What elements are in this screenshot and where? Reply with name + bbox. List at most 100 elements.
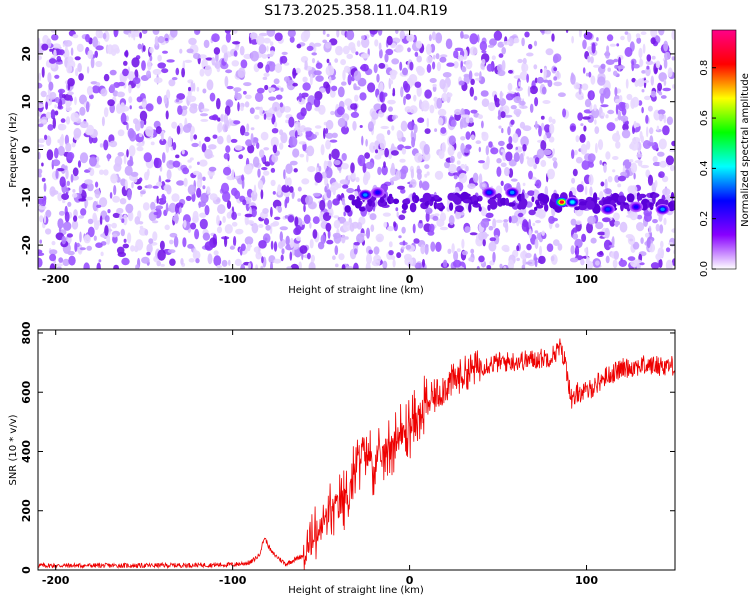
heatmap-noise-blob bbox=[151, 220, 159, 224]
heatmap-noise-blob bbox=[131, 57, 140, 68]
heatmap-noise-blob bbox=[440, 127, 447, 134]
heatmap-noise-blob bbox=[572, 233, 579, 240]
heatmap-noise-blob bbox=[123, 60, 128, 66]
heatmap-noise-blob bbox=[341, 153, 347, 161]
heatmap-track-blob bbox=[593, 192, 598, 202]
heatmap-noise-blob bbox=[380, 103, 387, 113]
heatmap-noise-blob bbox=[314, 172, 323, 183]
heatmap-noise-blob bbox=[399, 30, 405, 40]
heatmap-noise-blob bbox=[414, 51, 419, 57]
heatmap-noise-blob bbox=[142, 202, 150, 211]
heatmap-noise-blob bbox=[346, 187, 355, 194]
heatmap-noise-blob bbox=[183, 219, 187, 228]
heatmap-noise-blob bbox=[298, 261, 302, 269]
heatmap-noise-blob bbox=[658, 113, 664, 122]
heatmap-noise-blob bbox=[460, 31, 464, 39]
heatmap-noise-blob bbox=[410, 168, 414, 179]
heatmap-noise-blob bbox=[314, 106, 321, 112]
heatmap-noise-blob bbox=[493, 30, 503, 41]
heatmap-noise-blob bbox=[55, 96, 60, 104]
heatmap-noise-blob bbox=[266, 53, 274, 58]
heatmap-noise-blob bbox=[207, 253, 213, 265]
heatmap-noise-blob bbox=[301, 178, 310, 185]
heatmap-noise-blob bbox=[553, 53, 562, 63]
heatmap-noise-blob bbox=[485, 212, 494, 218]
heatmap-noise-blob bbox=[464, 148, 470, 154]
heatmap-noise-blob bbox=[318, 165, 322, 172]
heatmap-noise-blob bbox=[216, 98, 221, 110]
heatmap-noise-blob bbox=[652, 155, 658, 163]
heatmap-noise-blob bbox=[75, 68, 79, 77]
heatmap-noise-blob bbox=[577, 112, 583, 121]
heatmap-noise-blob bbox=[384, 147, 389, 158]
heatmap-noise-blob bbox=[468, 257, 475, 262]
heatmap-noise-blob bbox=[157, 36, 165, 44]
heatmap-noise-blob bbox=[438, 150, 445, 160]
heatmap-noise-blob bbox=[325, 166, 333, 179]
heatmap-noise-blob bbox=[498, 110, 501, 117]
heatmap-noise-blob bbox=[590, 75, 596, 85]
heatmap-noise-blob bbox=[168, 202, 177, 213]
heatmap-noise-blob bbox=[424, 173, 428, 178]
heatmap-noise-blob bbox=[66, 64, 73, 74]
heatmap-noise-blob bbox=[600, 63, 606, 69]
heatmap-noise-blob bbox=[141, 60, 146, 71]
heatmap-noise-blob bbox=[326, 189, 332, 199]
heatmap-noise-blob bbox=[293, 168, 298, 173]
heatmap-noise-blob bbox=[62, 94, 66, 99]
colorbar-tick-label: 0.6 bbox=[699, 110, 710, 126]
heatmap-noise-blob bbox=[285, 235, 290, 246]
heatmap-noise-blob bbox=[38, 82, 43, 89]
heatmap-noise-blob bbox=[57, 145, 65, 156]
heatmap-noise-blob bbox=[584, 98, 592, 108]
heatmap-noise-blob bbox=[647, 174, 654, 186]
heatmap-noise-blob bbox=[74, 56, 81, 61]
heatmap-noise-blob bbox=[166, 159, 176, 169]
heatmap-noise-blob bbox=[425, 244, 429, 248]
heatmap-track-blob bbox=[371, 201, 376, 208]
heatmap-noise-blob bbox=[361, 35, 365, 40]
heatmap-noise-blob bbox=[85, 34, 90, 43]
heatmap-noise-blob bbox=[213, 255, 222, 267]
heatmap-noise-blob bbox=[415, 40, 423, 49]
heatmap-noise-blob bbox=[153, 157, 162, 169]
y-tick-label: 0 bbox=[20, 145, 33, 153]
heatmap-noise-blob bbox=[153, 211, 159, 216]
heatmap-noise-blob bbox=[512, 133, 519, 144]
heatmap-noise-blob bbox=[488, 141, 493, 148]
heatmap-noise-blob bbox=[408, 184, 413, 188]
heatmap-noise-blob bbox=[461, 238, 465, 249]
heatmap-noise-blob bbox=[470, 134, 475, 140]
heatmap-noise-blob bbox=[636, 222, 645, 232]
heatmap-noise-blob bbox=[611, 236, 615, 247]
heatmap-noise-blob bbox=[458, 80, 465, 86]
heatmap-noise-blob bbox=[614, 220, 619, 228]
heatmap-noise-blob bbox=[596, 37, 599, 42]
heatmap-noise-blob bbox=[67, 201, 72, 207]
heatmap-noise-blob bbox=[594, 119, 597, 125]
heatmap-noise-blob bbox=[634, 160, 643, 164]
heatmap-noise-blob bbox=[297, 198, 302, 202]
x-tick-label: -100 bbox=[219, 273, 247, 286]
heatmap-noise-blob bbox=[488, 225, 494, 231]
heatmap-noise-blob bbox=[162, 50, 168, 54]
heatmap-noise-blob bbox=[500, 111, 506, 119]
heatmap-noise-blob bbox=[519, 100, 526, 106]
heatmap-noise-blob bbox=[617, 183, 622, 188]
heatmap-noise-blob bbox=[195, 258, 200, 264]
heatmap-noise-blob bbox=[545, 48, 554, 56]
heatmap-noise-blob bbox=[199, 159, 208, 167]
heatmap-noise-blob bbox=[190, 132, 194, 142]
heatmap-noise-blob bbox=[94, 50, 98, 58]
snr-series-line bbox=[38, 338, 675, 570]
heatmap-noise-blob bbox=[630, 98, 636, 110]
heatmap-blobs bbox=[38, 30, 675, 269]
heatmap-noise-blob bbox=[67, 236, 72, 243]
heatmap-noise-blob bbox=[644, 232, 650, 238]
heatmap-noise-blob bbox=[420, 244, 426, 255]
heatmap-noise-blob bbox=[656, 125, 660, 131]
heatmap-noise-blob bbox=[379, 91, 384, 103]
heatmap-noise-blob bbox=[159, 138, 167, 145]
heatmap-noise-blob bbox=[338, 195, 341, 201]
heatmap-noise-blob bbox=[89, 156, 97, 167]
